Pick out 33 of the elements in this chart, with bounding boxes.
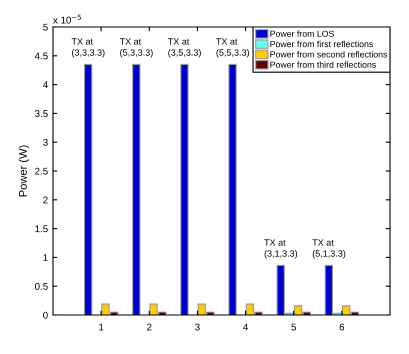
bar <box>132 64 140 315</box>
bar <box>228 64 237 315</box>
annotation: TX at (5,3,3.3) <box>120 38 153 58</box>
x-tick-label: 4 <box>243 324 248 330</box>
x-tick-label: 6 <box>340 324 344 330</box>
x-tick-label: 5 <box>291 324 296 330</box>
x-tick-label: 2 <box>147 324 152 330</box>
y-tick-label: 5 <box>43 24 48 31</box>
y-axis-title: Power (W) <box>18 145 30 196</box>
annotation: TX at (5,1,3.3) <box>312 239 346 259</box>
y-tick-label: 2.5 <box>35 168 48 175</box>
legend-label: Power from first reflections <box>270 40 373 48</box>
y-tick-label: 3 <box>43 138 48 146</box>
bar <box>84 64 92 315</box>
text: x 10$^{−5}$ <box>53 14 81 24</box>
y-tick-label: 0 <box>43 312 48 319</box>
x-tick-label: 3 <box>195 324 200 330</box>
legend-label: Power from LOS <box>270 30 334 37</box>
y-tick-label: 4.5 <box>34 52 48 60</box>
y-tick-label: 0.5 <box>35 282 48 290</box>
y-tick-label: 2 <box>43 196 48 204</box>
annotation: TX at (3,5,3.3) <box>168 38 201 58</box>
legend-label: Power from third reflections <box>270 61 376 68</box>
y-tick-label: 1.5 <box>35 225 48 232</box>
y-tick-label: 4 <box>42 81 48 88</box>
bar <box>180 64 189 315</box>
legend-label: Power from second reflections <box>270 51 388 58</box>
annotation: TX at (3,3,3.3) <box>72 38 105 58</box>
x-tick-label: 1 <box>99 324 104 330</box>
y-tick-label: 3.5 <box>34 110 48 118</box>
y-tick-label: 1 <box>43 254 48 261</box>
annotation: TX at (3,1,3.3) <box>264 239 298 259</box>
annotation: TX at (5,5,3.3) <box>216 38 249 58</box>
